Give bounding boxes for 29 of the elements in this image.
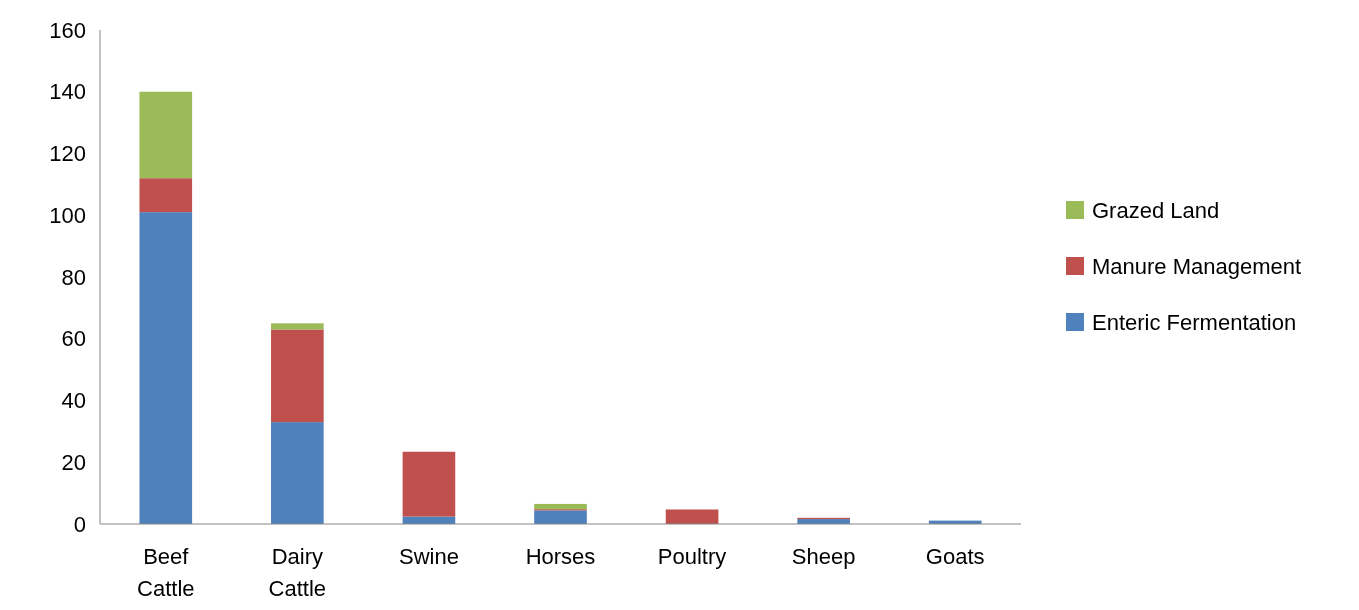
bar: [534, 510, 587, 524]
legend-label: Grazed Land: [1092, 197, 1220, 223]
x-tick-label: Sheep: [791, 544, 856, 569]
bar: [271, 329, 324, 423]
bar: [139, 178, 193, 213]
y-tick-label: 20: [61, 449, 86, 475]
y-tick-label: 140: [49, 79, 86, 105]
bar: [665, 509, 719, 524]
x-tick-label: Beef Cattle: [137, 544, 195, 601]
bar: [402, 451, 456, 517]
bar: [534, 503, 587, 510]
y-tick-label: 160: [49, 17, 86, 43]
legend-label: Manure Management: [1092, 253, 1302, 279]
bar: [139, 212, 193, 524]
x-tick-label: Swine: [398, 544, 459, 569]
y-tick-label: 40: [61, 388, 86, 414]
x-tick-label: Horses: [525, 544, 596, 569]
bar: [139, 91, 193, 179]
y-tick-label: 60: [61, 326, 86, 352]
legend-label: Enteric Fermentation: [1092, 309, 1297, 335]
y-tick-label: 0: [73, 511, 86, 537]
x-tick-label: Goats: [925, 544, 985, 569]
x-tick-label: Dairy Cattle: [268, 544, 327, 601]
bar: [271, 323, 324, 330]
y-tick-label: 100: [49, 202, 86, 228]
x-tick-label: Poultry: [657, 544, 727, 569]
y-tick-label: 120: [49, 141, 86, 167]
y-tick-label: 80: [61, 264, 86, 290]
bar: [271, 422, 324, 524]
